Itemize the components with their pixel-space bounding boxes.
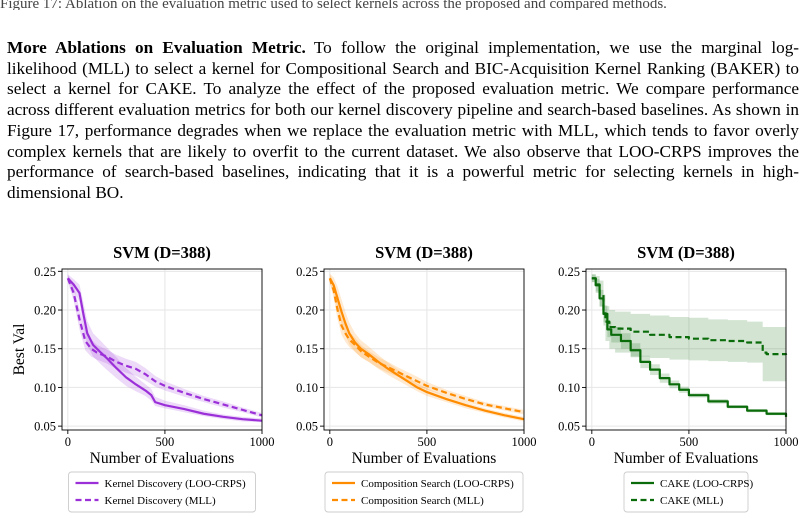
- y-tick-label: 0.10: [558, 381, 580, 395]
- chart-svg: 0.05 0.10 0.15 0.20 0.25 0 500 1000 SVM (D=388) N…: [558, 243, 799, 513]
- x-tick-label: 1000: [774, 435, 799, 449]
- plot-frame: [61, 268, 263, 431]
- plot-frame: [323, 268, 525, 431]
- legend-label: CAKE (LOO-CRPS): [660, 478, 754, 490]
- y-axis-label: Best Val: [11, 324, 28, 376]
- legend-label: Composition Search (MLL): [361, 495, 484, 507]
- x-axis-label: Number of Evaluations: [614, 450, 759, 467]
- series-line: [66, 277, 263, 417]
- confidence-band: [67, 274, 262, 423]
- x-axis-label: Number of Evaluations: [352, 450, 497, 467]
- chart-title: SVM (D=388): [375, 243, 473, 262]
- chart-kernel-discovery: 0.05 0.10 0.15 0.20 0.25 0 500 1000 SVM (D=388) N…: [5, 238, 275, 518]
- figure-caption-fragment: Figure 17: Ablation on the evaluation me…: [0, 0, 667, 10]
- y-tick-label: 0.20: [296, 304, 318, 318]
- x-tick-label: 1000: [250, 435, 275, 449]
- paragraph-body: To follow the original implementation, w…: [7, 38, 800, 202]
- y-tick-label: 0.05: [34, 420, 56, 434]
- chart-title: SVM (D=388): [113, 243, 211, 262]
- y-tick-label: 0.10: [296, 381, 318, 395]
- y-tick-label: 0.25: [558, 265, 580, 279]
- chart-svg: 0.05 0.10 0.15 0.20 0.25 0 500 1000 SVM (D=388) N…: [296, 243, 537, 513]
- legend-box: [324, 471, 524, 513]
- chart-title: SVM (D=388): [637, 243, 735, 262]
- series-line: [591, 277, 788, 356]
- y-tick-label: 0.20: [558, 304, 580, 318]
- y-tick-label: 0.10: [34, 381, 56, 395]
- y-tick-label: 0.20: [34, 304, 56, 318]
- x-tick-label: 500: [680, 435, 699, 449]
- x-tick-label: 0: [65, 435, 71, 449]
- y-tick-label: 0.15: [34, 342, 56, 356]
- paragraph-heading: More Ablations on Evaluation Metric.: [7, 38, 306, 57]
- x-tick-label: 1000: [512, 435, 537, 449]
- series-line: [67, 277, 263, 422]
- y-tick-label: 0.25: [34, 265, 56, 279]
- legend-box: [623, 471, 749, 513]
- chart-composition-search: 0.05 0.10 0.15 0.20 0.25 0 500 1000 SVM (D=388) N…: [267, 238, 537, 518]
- y-tick-label: 0.05: [296, 420, 318, 434]
- series-line: [591, 277, 788, 417]
- legend-label: Kernel Discovery (LOO-CRPS): [105, 478, 246, 490]
- series-line: [328, 277, 525, 414]
- ablation-paragraph: More Ablations on Evaluation Metric. To f…: [7, 38, 799, 204]
- chart-cake: 0.05 0.10 0.15 0.20 0.25 0 500 1000 SVM (D=388) N…: [529, 238, 799, 518]
- x-tick-label: 0: [589, 435, 595, 449]
- legend-label: CAKE (MLL): [660, 495, 724, 507]
- confidence-band: [67, 274, 262, 418]
- x-tick-label: 500: [418, 435, 437, 449]
- chart-svg: 0.05 0.10 0.15 0.20 0.25 0 500 1000 SVM (D=388) N…: [11, 243, 275, 513]
- y-tick-label: 0.15: [296, 342, 318, 356]
- legend-box: [68, 471, 256, 513]
- x-tick-label: 0: [327, 435, 333, 449]
- y-tick-label: 0.05: [558, 420, 580, 434]
- legend-label: Kernel Discovery (MLL): [105, 495, 217, 507]
- legend-label: Composition Search (LOO-CRPS): [361, 478, 514, 490]
- y-tick-label: 0.15: [558, 342, 580, 356]
- y-tick-label: 0.25: [296, 265, 318, 279]
- plot-frame: [585, 268, 787, 431]
- x-axis-label: Number of Evaluations: [90, 450, 235, 467]
- x-tick-label: 500: [156, 435, 175, 449]
